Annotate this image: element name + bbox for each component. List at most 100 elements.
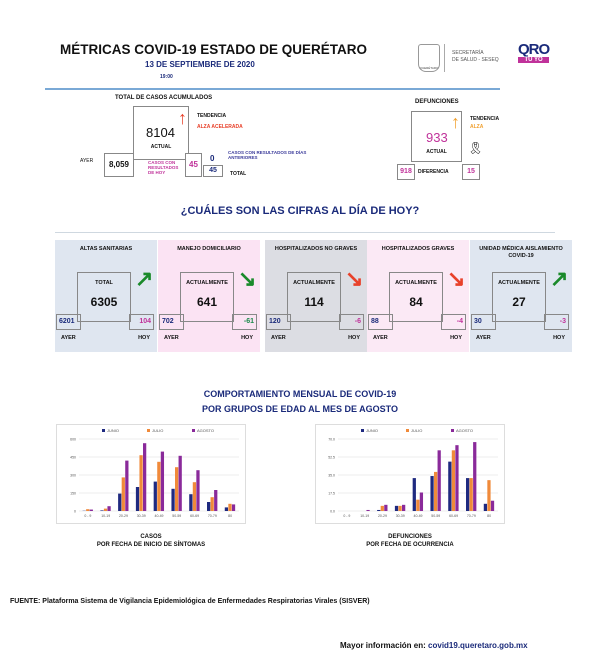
defunciones-actual-value: 933 xyxy=(426,130,448,145)
x-tick-label: 80 xyxy=(228,514,232,518)
card-value-box: TOTAL 6305 xyxy=(77,272,131,322)
casos-chart: 0 150 300 450 600 0 - 9 10-19 20-29 30-39 40-49 50… xyxy=(56,424,246,524)
bar-agosto xyxy=(366,509,370,511)
bar-agosto xyxy=(143,443,147,511)
card-ayer-value: 88 xyxy=(368,314,393,330)
casos-actual-box: 8104 ACTUAL xyxy=(133,106,189,160)
casos-title: TOTAL DE CASOS ACUMULADOS xyxy=(115,95,213,101)
bar-agosto xyxy=(160,451,165,511)
divider xyxy=(444,44,445,72)
stat-card: HOSPITALIZADOS NO GRAVES ACTUALMENTE 114 … xyxy=(265,240,367,352)
card-hoy-label: HOY xyxy=(553,335,565,341)
legend-label: JUNIO xyxy=(107,428,119,433)
defunciones-actual-label: ACTUAL xyxy=(426,149,447,155)
legend-swatch xyxy=(102,429,105,432)
card-value: 27 xyxy=(512,295,526,309)
secretaria-label: SECRETARÍA DE SALUD - SESEQ xyxy=(452,50,499,64)
card-value-box: ACTUALMENTE 641 xyxy=(180,272,234,322)
bar-julio xyxy=(434,471,438,511)
card-value-box: ACTUALMENTE 84 xyxy=(389,272,443,322)
card-ayer-value: 120 xyxy=(266,314,291,330)
card-hoy-label: HOY xyxy=(348,335,360,341)
card-hoy-value: -61 xyxy=(232,314,257,330)
card-label: ACTUALMENTE xyxy=(186,280,228,286)
casos-tendencia-label: TENDENCIA xyxy=(197,113,227,119)
bar-junio xyxy=(171,488,175,511)
bar-junio xyxy=(448,461,452,511)
bar-julio xyxy=(103,508,108,511)
bar-julio xyxy=(398,505,402,511)
defunciones-chart-subtitle: POR FECHA DE OCURRENCIA xyxy=(366,542,454,548)
x-tick-label: 50-59 xyxy=(172,514,181,518)
card-value-box: ACTUALMENTE 27 xyxy=(492,272,546,322)
y-tick-label: 0 xyxy=(74,510,76,514)
card-ayer-label: AYER xyxy=(373,335,388,341)
stat-card: HOSPITALIZADOS GRAVES ACTUALMENTE 84 88 -… xyxy=(367,240,469,352)
mourning-ribbon-icon: 🎗 xyxy=(468,141,484,155)
casos-actual-label: ACTUAL xyxy=(150,144,172,150)
qro-logo: QRO TÚ YO xyxy=(518,42,550,63)
x-tick-label: 70-79 xyxy=(208,514,217,518)
card-ayer-value: 702 xyxy=(159,314,184,330)
bar-agosto xyxy=(473,442,477,511)
bar-junio xyxy=(100,510,104,511)
card-hoy-label: HOY xyxy=(450,335,462,341)
arrow-up-icon: ↑ xyxy=(451,112,460,132)
card-value: 641 xyxy=(196,295,218,309)
legend-swatch xyxy=(192,429,195,432)
card-ayer-value: 30 xyxy=(471,314,496,330)
legend-label: JULIO xyxy=(411,428,422,433)
report-time: 19:00 xyxy=(160,74,173,80)
card-title: HOSPITALIZADOS GRAVES xyxy=(381,246,455,252)
x-tick-label: 80 xyxy=(487,514,491,518)
card-label: ACTUALMENTE xyxy=(498,280,540,286)
casos-anteriores-value: 0 xyxy=(210,154,215,163)
casos-total-value: 45 xyxy=(203,165,223,177)
defunciones-diferencia-value: 15 xyxy=(462,164,480,180)
arrow-down-right-icon: ↘ xyxy=(345,266,364,291)
arrow-down-right-icon: ↘ xyxy=(447,266,466,291)
bar-junio xyxy=(430,476,434,511)
legend-swatch xyxy=(361,429,364,432)
source-note: FUENTE: Plataforma Sistema de Vigilancia… xyxy=(10,598,370,605)
legend-label: JUNIO xyxy=(366,428,378,433)
card-title: HOSPITALIZADOS NO GRAVES xyxy=(274,246,358,252)
arrow-up-right-icon: ↗ xyxy=(135,266,154,291)
bar-junio xyxy=(224,507,229,511)
bar-junio xyxy=(153,481,157,511)
bar-julio xyxy=(380,505,384,511)
y-tick-label: 70.0 xyxy=(328,438,335,442)
defunciones-tendencia-label: TENDENCIA xyxy=(470,116,500,122)
x-tick-label: 10-19 xyxy=(101,514,110,518)
bar-agosto xyxy=(125,460,129,511)
bar-junio xyxy=(118,493,122,511)
footer-link[interactable]: covid19.queretaro.gob.mx xyxy=(428,641,528,650)
card-title: UNIDAD MÉDICA AISLAMIENTO COVID-19 xyxy=(479,246,563,259)
casos-actual-value: 8104 xyxy=(146,125,175,140)
casos-hoy-label: CASOS CON RESULTADOS DE HOY xyxy=(148,160,179,175)
bar-julio xyxy=(451,450,456,511)
x-tick-label: 60-69 xyxy=(449,514,458,518)
casos-hoy-value: 45 xyxy=(185,153,202,177)
card-value: 84 xyxy=(409,295,423,309)
bar-agosto xyxy=(455,445,459,511)
qro-logo-sub: TÚ YO xyxy=(518,57,550,63)
bar-agosto xyxy=(231,504,236,511)
bar-agosto xyxy=(402,504,406,511)
x-tick-label: 0 - 9 xyxy=(84,514,91,518)
secretaria-line2: DE SALUD - SESEQ xyxy=(452,57,499,63)
secretaria-line1: SECRETARÍA xyxy=(452,50,484,56)
card-ayer-label: AYER xyxy=(271,335,286,341)
y-tick-label: 300 xyxy=(70,474,76,478)
stat-card: MANEJO DOMICILIARIO ACTUALMENTE 641 702 -… xyxy=(158,240,260,352)
bar-agosto xyxy=(419,492,424,511)
card-ayer-label: AYER xyxy=(476,335,491,341)
y-tick-label: 600 xyxy=(70,438,76,442)
card-hoy-value: -4 xyxy=(441,314,466,330)
x-tick-label: 20-29 xyxy=(378,514,387,518)
bar-agosto xyxy=(107,506,111,511)
card-hoy-value: -3 xyxy=(544,314,569,330)
x-tick-label: 10-19 xyxy=(360,514,369,518)
casos-total-label: TOTAL xyxy=(230,171,247,177)
bar-julio xyxy=(139,455,143,511)
